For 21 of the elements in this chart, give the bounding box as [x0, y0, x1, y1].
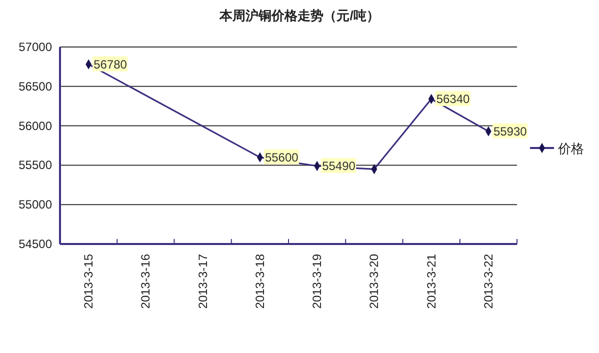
legend-label: 价格	[557, 141, 584, 156]
x-tick-label: 2013-3-20	[367, 254, 382, 309]
x-tick-label: 2013-3-17	[196, 254, 210, 309]
y-tick-label: 57000	[18, 40, 52, 54]
data-label: 55600	[264, 150, 299, 164]
data-label: 55490	[322, 158, 356, 173]
x-tick-label: 2013-3-18	[252, 254, 267, 309]
data-label: 56340	[436, 92, 470, 106]
data-label: 56780	[94, 57, 128, 72]
x-tick-label: 2013-3-19	[310, 254, 324, 309]
y-tick-label: 55500	[18, 158, 52, 172]
y-tick-label: 55000	[18, 198, 52, 212]
chart-title: 本周沪铜价格走势（元/吨）	[218, 8, 380, 23]
x-tick-label: 2013-3-22	[481, 254, 496, 309]
y-tick-label: 56500	[18, 79, 52, 94]
x-tick-label: 2013-3-15	[82, 254, 96, 309]
x-tick-label: 2013-3-21	[424, 254, 438, 309]
y-tick-label: 56000	[18, 118, 52, 133]
y-tick-label: 54500	[18, 237, 52, 251]
x-tick-label: 2013-3-16	[138, 254, 153, 309]
data-label: 55930	[493, 124, 528, 138]
